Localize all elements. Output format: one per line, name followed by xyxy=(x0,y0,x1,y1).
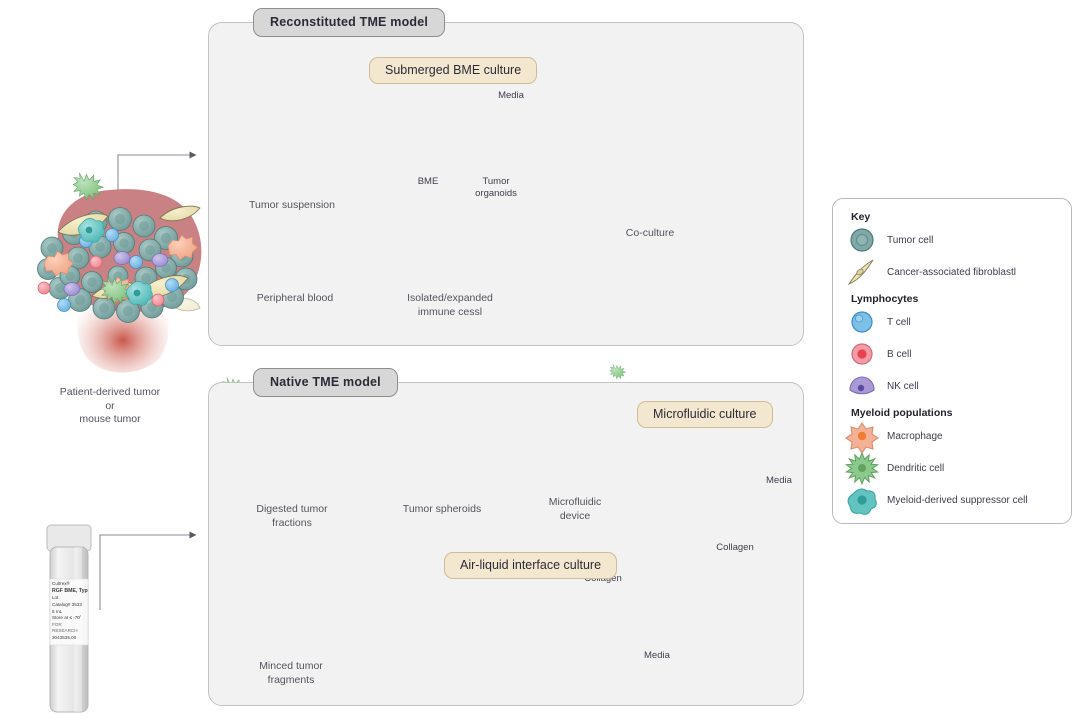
vial-product: RGF BME, Typ xyxy=(52,587,88,594)
vial-storage: Store at ≤ -70˚ xyxy=(52,615,82,621)
subpanel-title-submerged-bme: Submerged BME culture xyxy=(369,57,538,84)
mdsc-icon xyxy=(847,485,877,515)
source-connector-lines xyxy=(99,151,197,610)
subpanel-title-microfluidic: Microfluidic culture xyxy=(637,401,773,428)
callout-tumor-organoids: Tumor organoids xyxy=(475,176,517,199)
vial-volume: 5 mL xyxy=(52,608,63,614)
key-label-nk-cell: NK cell xyxy=(887,380,919,392)
panel-title-native: Native TME model xyxy=(253,368,398,397)
caption-patient-derived-tumor: Patient-derived tumor or mouse tumor xyxy=(59,386,161,426)
key-group-heading-lymphocytes: Lymphocytes xyxy=(851,293,919,305)
callout-media-microfluidic: Media xyxy=(766,475,792,486)
key-legend-box: Key Tumor cell Cancer-associated fibrobl… xyxy=(832,198,1072,524)
caption-isolated-immune-cells: Isolated/expanded immune cessl xyxy=(407,292,493,318)
vial-catalog: Catalog# 3533 xyxy=(52,601,82,607)
key-item-mdsc: Myeloid-derived suppressor cell xyxy=(847,485,1028,515)
vial-part-number: 3043535.00 xyxy=(52,635,77,641)
b-cell-icon xyxy=(847,339,877,369)
vial-label: Cultrex® RGF BME, Typ Lot Catalog# 3533 … xyxy=(52,581,88,643)
key-item-fibroblast: Cancer-associated fibroblastl xyxy=(847,257,1016,287)
caption-tumor-spheroids: Tumor spheroids xyxy=(402,503,482,515)
caption-co-culture: Co-culture xyxy=(625,227,675,239)
callout-collagen-microfluidic: Collagen xyxy=(716,542,754,553)
panel-title-reconstituted: Reconstituted TME model xyxy=(253,8,446,37)
key-label-mdsc: Myeloid-derived suppressor cell xyxy=(887,494,1028,506)
caption-digested-tumor-fractions: Digested tumor fractions xyxy=(256,503,328,529)
subpanel-title-ali: Air-liquid interface culture xyxy=(444,552,618,579)
nk-cell-icon xyxy=(847,371,877,401)
callout-media-submerged: Media xyxy=(498,90,524,101)
key-item-b-cell: B cell xyxy=(847,339,911,369)
callout-bme: BME xyxy=(417,176,439,187)
patient-derived-tumor-illustration xyxy=(37,172,202,373)
fibroblast-icon xyxy=(847,257,877,287)
t-cell-icon xyxy=(847,307,877,337)
key-label-fibroblast: Cancer-associated fibroblastl xyxy=(887,266,1016,278)
key-item-dendritic-cell: Dendritic cell xyxy=(844,451,945,486)
key-label-dendritic-cell: Dendritic cell xyxy=(887,462,945,474)
cultrex-bme-vial-illustration xyxy=(46,524,92,713)
key-item-macrophage: Macrophage xyxy=(845,421,943,454)
vial-brand: Cultrex® xyxy=(52,581,70,586)
key-label-t-cell: T cell xyxy=(887,316,911,328)
key-label-macrophage: Macrophage xyxy=(887,430,943,442)
key-label-tumor-cell: Tumor cell xyxy=(887,234,934,246)
tumor-cell-icon xyxy=(847,225,877,255)
key-group-heading-myeloid: Myeloid populations xyxy=(851,407,953,419)
key-item-nk-cell: NK cell xyxy=(847,371,919,401)
macrophage-icon xyxy=(845,421,879,454)
key-item-tumor-cell: Tumor cell xyxy=(847,225,933,255)
dendritic-cell-icon xyxy=(844,451,880,486)
caption-microfluidic-device: Microfluidic device xyxy=(548,496,602,522)
key-item-t-cell: T cell xyxy=(847,307,911,337)
callout-media-ali: Media xyxy=(644,650,670,661)
vial-lot: Lot xyxy=(52,595,59,601)
caption-tumor-suspension: Tumor suspension xyxy=(249,199,335,211)
vial-research-use: FOR RESEARCH xyxy=(52,621,78,634)
key-title: Key xyxy=(851,211,871,223)
caption-peripheral-blood: Peripheral blood xyxy=(256,292,334,304)
key-label-b-cell: B cell xyxy=(887,348,912,360)
caption-minced-tumor-fragments: Minced tumor fragments xyxy=(259,660,323,686)
panel-native-tme xyxy=(208,382,804,706)
